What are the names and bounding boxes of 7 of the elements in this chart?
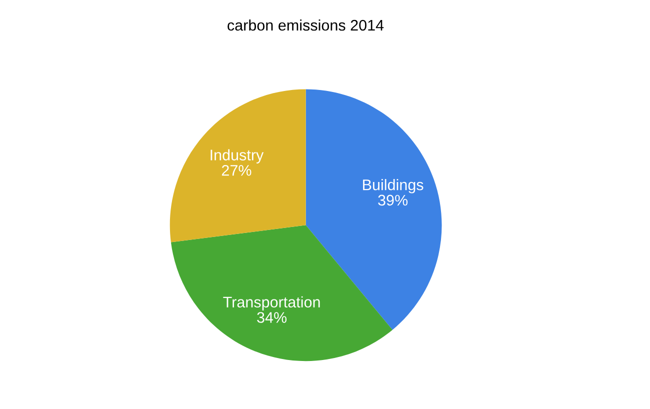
- slice-label: Transportation: [223, 296, 320, 311]
- data-label: 39%: [378, 194, 408, 206]
- slice-label: Buildings: [363, 179, 424, 194]
- slice-label: Industry: [210, 149, 264, 164]
- chart-title: carbon emissions 2014: [228, 19, 384, 31]
- data-label: 27%: [222, 164, 252, 176]
- data-label: 34%: [257, 312, 287, 323]
